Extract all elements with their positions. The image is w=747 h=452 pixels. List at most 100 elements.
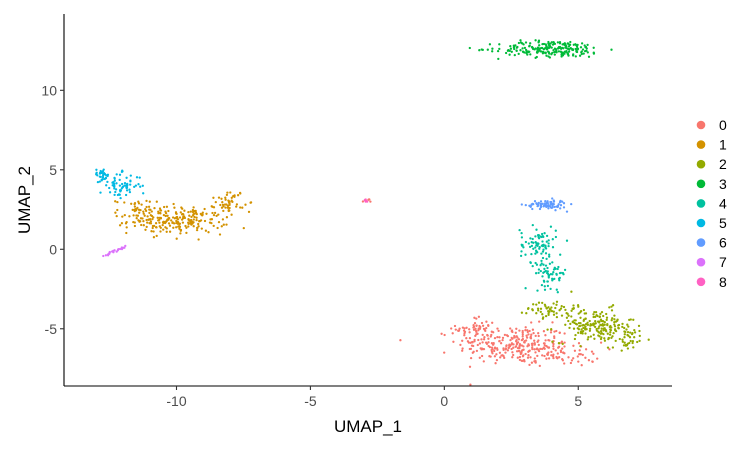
point-cluster-0 bbox=[487, 344, 490, 348]
point-cluster-5 bbox=[126, 183, 129, 187]
point-cluster-0 bbox=[361, 200, 365, 203]
point-cluster-2 bbox=[569, 322, 572, 326]
point-cluster-1 bbox=[187, 217, 190, 221]
point-cluster-2 bbox=[627, 325, 630, 328]
point-cluster-1 bbox=[130, 202, 133, 205]
point-cluster-1 bbox=[199, 219, 203, 222]
point-cluster-1 bbox=[116, 208, 119, 212]
point-cluster-2 bbox=[638, 329, 641, 333]
point-cluster-4 bbox=[536, 251, 539, 254]
point-cluster-2 bbox=[580, 328, 583, 331]
legend-key-7 bbox=[696, 257, 706, 267]
point-cluster-2 bbox=[560, 305, 563, 308]
point-cluster-6 bbox=[549, 200, 552, 204]
point-cluster-4 bbox=[534, 235, 537, 238]
point-cluster-3 bbox=[536, 50, 539, 53]
point-cluster-0 bbox=[514, 345, 517, 348]
point-cluster-5 bbox=[125, 186, 128, 190]
point-cluster-1 bbox=[167, 222, 171, 225]
point-cluster-5 bbox=[119, 196, 122, 200]
point-cluster-1 bbox=[170, 219, 173, 222]
point-cluster-1 bbox=[178, 225, 181, 228]
point-cluster-5 bbox=[105, 174, 108, 177]
point-cluster-4 bbox=[544, 264, 548, 267]
point-cluster-2 bbox=[589, 324, 592, 327]
point-cluster-6 bbox=[547, 204, 551, 208]
point-cluster-1 bbox=[217, 196, 221, 199]
legend-key-3 bbox=[696, 179, 706, 189]
point-cluster-1 bbox=[223, 203, 227, 206]
point-cluster-2 bbox=[622, 344, 626, 347]
point-cluster-2 bbox=[582, 323, 585, 327]
point-cluster-2 bbox=[621, 338, 624, 341]
point-cluster-6 bbox=[535, 202, 538, 205]
point-cluster-0 bbox=[517, 338, 521, 341]
point-cluster-7 bbox=[110, 250, 114, 253]
point-cluster-2 bbox=[599, 312, 602, 316]
point-cluster-1 bbox=[203, 207, 206, 211]
point-cluster-2 bbox=[621, 340, 624, 343]
point-cluster-2 bbox=[520, 311, 524, 314]
point-cluster-1 bbox=[218, 233, 222, 236]
point-cluster-6 bbox=[546, 201, 550, 205]
point-cluster-2 bbox=[628, 318, 631, 322]
point-cluster-0 bbox=[526, 329, 529, 332]
point-cluster-0 bbox=[531, 328, 535, 331]
point-cluster-1 bbox=[172, 202, 175, 206]
point-cluster-0 bbox=[461, 326, 465, 329]
point-cluster-2 bbox=[618, 337, 621, 341]
point-cluster-2 bbox=[577, 312, 580, 315]
legend-key-5 bbox=[696, 218, 706, 228]
point-cluster-1 bbox=[247, 210, 251, 214]
point-cluster-3 bbox=[571, 47, 574, 51]
point-cluster-1 bbox=[175, 212, 178, 216]
point-cluster-6 bbox=[539, 200, 543, 203]
point-cluster-2 bbox=[627, 334, 630, 337]
point-cluster-0 bbox=[482, 338, 486, 341]
point-cluster-2 bbox=[647, 338, 650, 341]
point-cluster-4 bbox=[544, 247, 548, 250]
point-cluster-1 bbox=[244, 203, 247, 206]
point-cluster-3 bbox=[580, 52, 583, 56]
point-cluster-0 bbox=[480, 354, 484, 358]
point-cluster-1 bbox=[125, 226, 128, 229]
point-cluster-0 bbox=[555, 329, 558, 333]
point-cluster-3 bbox=[578, 54, 582, 57]
point-cluster-2 bbox=[601, 319, 604, 323]
y-tick-label: 0 bbox=[49, 241, 57, 257]
point-cluster-2 bbox=[583, 312, 586, 315]
point-cluster-0 bbox=[518, 346, 521, 350]
point-cluster-2 bbox=[554, 306, 557, 310]
x-axis-title: UMAP_1 bbox=[334, 417, 402, 436]
point-cluster-5 bbox=[134, 184, 138, 187]
point-cluster-3 bbox=[557, 50, 561, 53]
point-cluster-5 bbox=[121, 169, 124, 172]
point-cluster-2 bbox=[613, 318, 616, 321]
point-cluster-2 bbox=[603, 337, 606, 340]
point-cluster-0 bbox=[587, 359, 591, 362]
point-cluster-6 bbox=[547, 207, 550, 210]
point-cluster-1 bbox=[190, 215, 193, 219]
point-cluster-3 bbox=[552, 40, 555, 44]
point-cluster-0 bbox=[511, 351, 514, 354]
point-cluster-0 bbox=[530, 361, 534, 364]
point-cluster-0 bbox=[440, 332, 443, 335]
point-cluster-0 bbox=[461, 339, 464, 342]
point-cluster-3 bbox=[580, 50, 583, 53]
point-cluster-1 bbox=[135, 217, 138, 220]
point-cluster-6 bbox=[546, 200, 549, 203]
point-cluster-0 bbox=[527, 333, 530, 336]
point-cluster-3 bbox=[498, 47, 501, 51]
point-cluster-4 bbox=[551, 238, 554, 241]
point-cluster-0 bbox=[399, 339, 402, 342]
y-tick-label: 5 bbox=[49, 162, 57, 178]
point-cluster-3 bbox=[558, 45, 562, 49]
point-cluster-4 bbox=[541, 250, 545, 253]
point-cluster-1 bbox=[136, 206, 139, 210]
point-cluster-0 bbox=[533, 339, 536, 342]
point-cluster-3 bbox=[585, 49, 588, 52]
point-cluster-1 bbox=[229, 191, 232, 194]
point-cluster-3 bbox=[556, 47, 560, 50]
point-cluster-0 bbox=[498, 340, 501, 343]
point-cluster-5 bbox=[118, 193, 121, 196]
